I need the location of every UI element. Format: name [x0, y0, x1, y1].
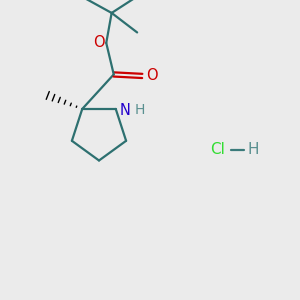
- Text: O: O: [146, 68, 158, 83]
- Text: Cl: Cl: [210, 142, 225, 158]
- Text: N: N: [119, 103, 130, 118]
- Text: O: O: [93, 35, 105, 50]
- Text: H: H: [248, 142, 259, 158]
- Text: H: H: [135, 103, 145, 117]
